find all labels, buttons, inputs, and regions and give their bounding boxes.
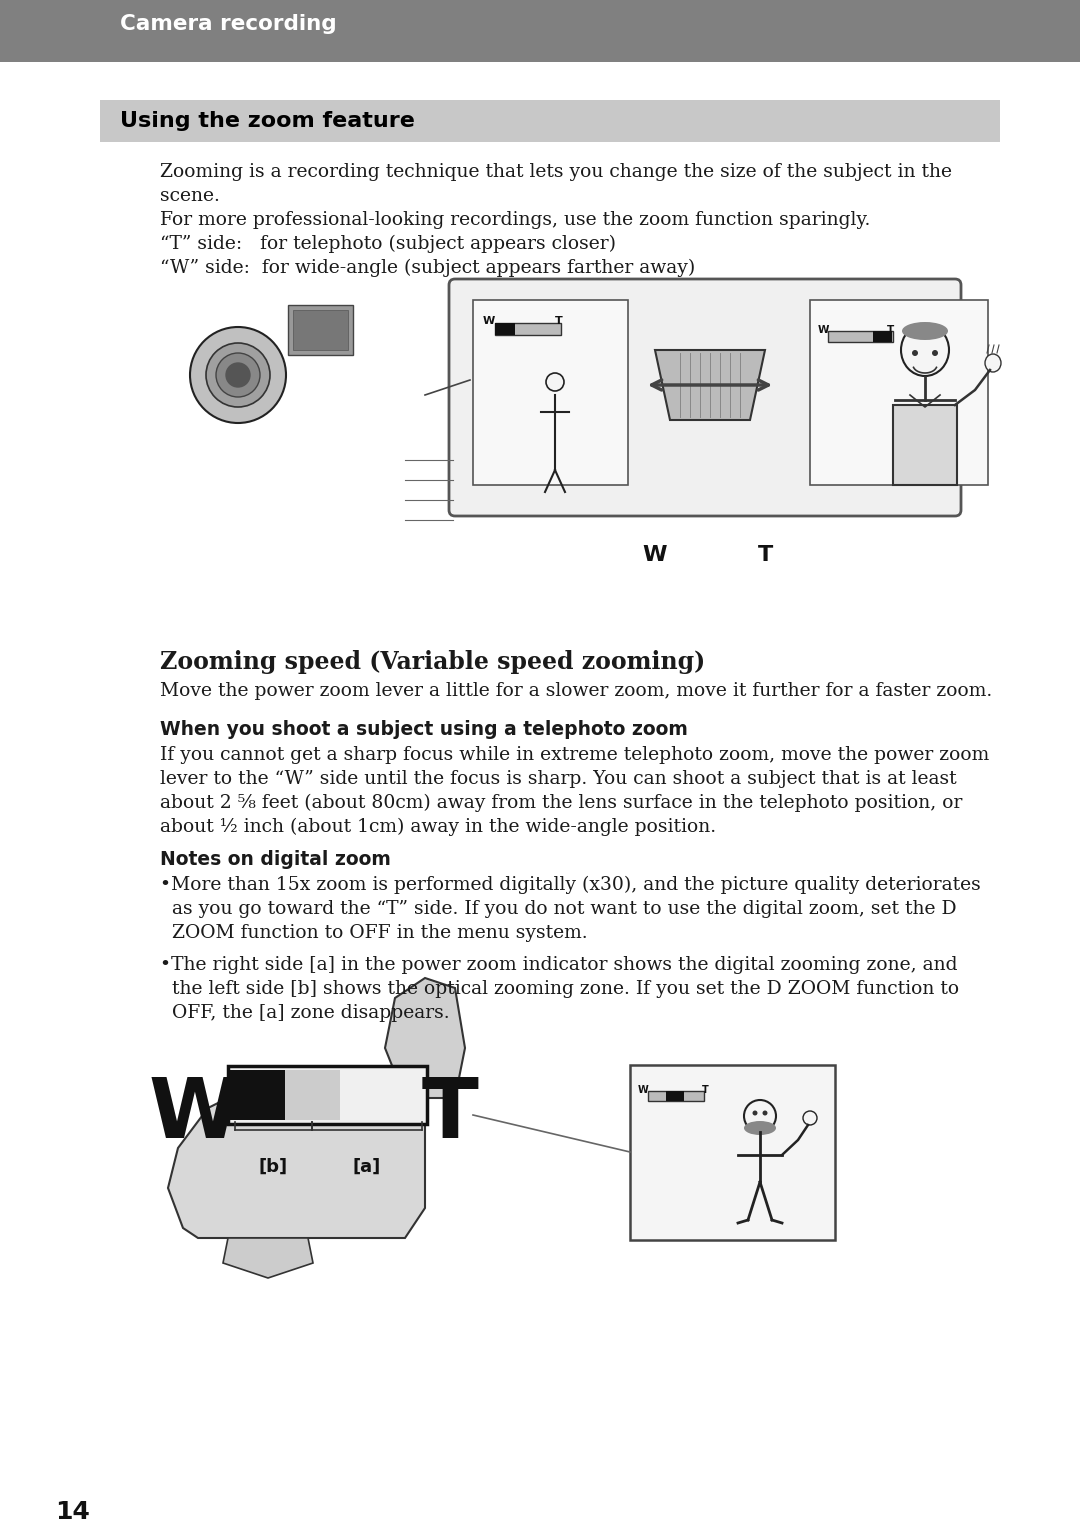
Text: about 2 ⁵⁄₈ feet (about 80cm) away from the lens surface in the telephoto positi: about 2 ⁵⁄₈ feet (about 80cm) away from … <box>160 794 962 812</box>
Text: T: T <box>887 325 894 336</box>
Bar <box>228 1065 427 1124</box>
Text: Zooming speed (Variable speed zooming): Zooming speed (Variable speed zooming) <box>160 650 705 675</box>
Bar <box>873 331 892 342</box>
Bar <box>230 1070 285 1121</box>
Text: [a]: [a] <box>353 1157 381 1176</box>
Polygon shape <box>654 350 765 420</box>
Circle shape <box>912 350 918 356</box>
Ellipse shape <box>206 343 270 406</box>
Text: T: T <box>757 546 772 566</box>
Text: T: T <box>555 316 563 327</box>
Text: T: T <box>702 1085 708 1095</box>
Bar <box>0 0 1080 61</box>
Bar <box>630 1065 835 1240</box>
Text: lever to the “W” side until the focus is sharp. You can shoot a subject that is : lever to the “W” side until the focus is… <box>160 770 957 788</box>
Bar <box>100 100 1000 143</box>
Text: Notes on digital zoom: Notes on digital zoom <box>160 849 391 869</box>
Text: W: W <box>638 1085 649 1095</box>
Text: Camera recording: Camera recording <box>120 14 337 34</box>
Text: •More than 15x zoom is performed digitally (x30), and the picture quality deteri: •More than 15x zoom is performed digital… <box>160 875 981 894</box>
Text: OFF, the [a] zone disappears.: OFF, the [a] zone disappears. <box>160 1004 449 1023</box>
Ellipse shape <box>985 354 1001 373</box>
Bar <box>495 323 561 336</box>
Bar <box>495 323 515 336</box>
Bar <box>340 1070 426 1121</box>
Text: W: W <box>483 316 496 327</box>
Circle shape <box>762 1110 768 1116</box>
Polygon shape <box>384 978 465 1098</box>
Ellipse shape <box>901 323 949 376</box>
Text: “T” side:   for telephoto (subject appears closer): “T” side: for telephoto (subject appears… <box>160 235 616 253</box>
Text: For more professional-looking recordings, use the zoom function sparingly.: For more professional-looking recordings… <box>160 212 870 228</box>
Ellipse shape <box>744 1121 777 1134</box>
Text: “W” side:  for wide-angle (subject appears farther away): “W” side: for wide-angle (subject appear… <box>160 259 696 277</box>
Circle shape <box>932 350 939 356</box>
Text: Move the power zoom lever a little for a slower zoom, move it further for a fast: Move the power zoom lever a little for a… <box>160 682 993 701</box>
Bar <box>666 1091 684 1101</box>
Ellipse shape <box>190 327 286 423</box>
Text: W: W <box>818 325 829 336</box>
Text: •The right side [a] in the power zoom indicator shows the digital zooming zone, : •The right side [a] in the power zoom in… <box>160 957 958 973</box>
Ellipse shape <box>216 353 260 397</box>
Text: T: T <box>421 1075 478 1156</box>
Circle shape <box>744 1101 777 1131</box>
Bar <box>893 405 957 484</box>
Text: as you go toward the “T” side. If you do not want to use the digital zoom, set t: as you go toward the “T” side. If you do… <box>160 900 957 918</box>
Text: Zooming is a recording technique that lets you change the size of the subject in: Zooming is a recording technique that le… <box>160 162 951 181</box>
Text: 14: 14 <box>55 1499 90 1524</box>
Text: W: W <box>643 546 667 566</box>
Text: about ¹⁄₂ inch (about 1cm) away in the wide-angle position.: about ¹⁄₂ inch (about 1cm) away in the w… <box>160 819 716 835</box>
Text: [b]: [b] <box>259 1157 288 1176</box>
Bar <box>648 1091 704 1101</box>
Text: If you cannot get a sharp focus while in extreme telephoto zoom, move the power : If you cannot get a sharp focus while in… <box>160 747 989 763</box>
Bar <box>288 305 353 356</box>
Bar <box>810 300 988 484</box>
Text: W: W <box>149 1075 241 1156</box>
Ellipse shape <box>226 363 249 386</box>
Text: Using the zoom feature: Using the zoom feature <box>120 110 415 130</box>
Bar <box>293 310 348 350</box>
Text: When you shoot a subject using a telephoto zoom: When you shoot a subject using a telepho… <box>160 721 688 739</box>
Text: the left side [b] shows the optical zooming zone. If you set the D ZOOM function: the left side [b] shows the optical zoom… <box>160 980 959 998</box>
Text: scene.: scene. <box>160 187 220 205</box>
Text: ZOOM function to OFF in the menu system.: ZOOM function to OFF in the menu system. <box>160 924 588 941</box>
Circle shape <box>753 1110 757 1116</box>
Polygon shape <box>168 1098 426 1239</box>
Polygon shape <box>222 1239 313 1279</box>
Circle shape <box>804 1111 816 1125</box>
FancyBboxPatch shape <box>449 279 961 517</box>
Bar <box>473 300 627 484</box>
Circle shape <box>546 373 564 391</box>
Bar <box>285 1070 340 1121</box>
Ellipse shape <box>902 322 948 340</box>
Bar <box>828 331 893 342</box>
